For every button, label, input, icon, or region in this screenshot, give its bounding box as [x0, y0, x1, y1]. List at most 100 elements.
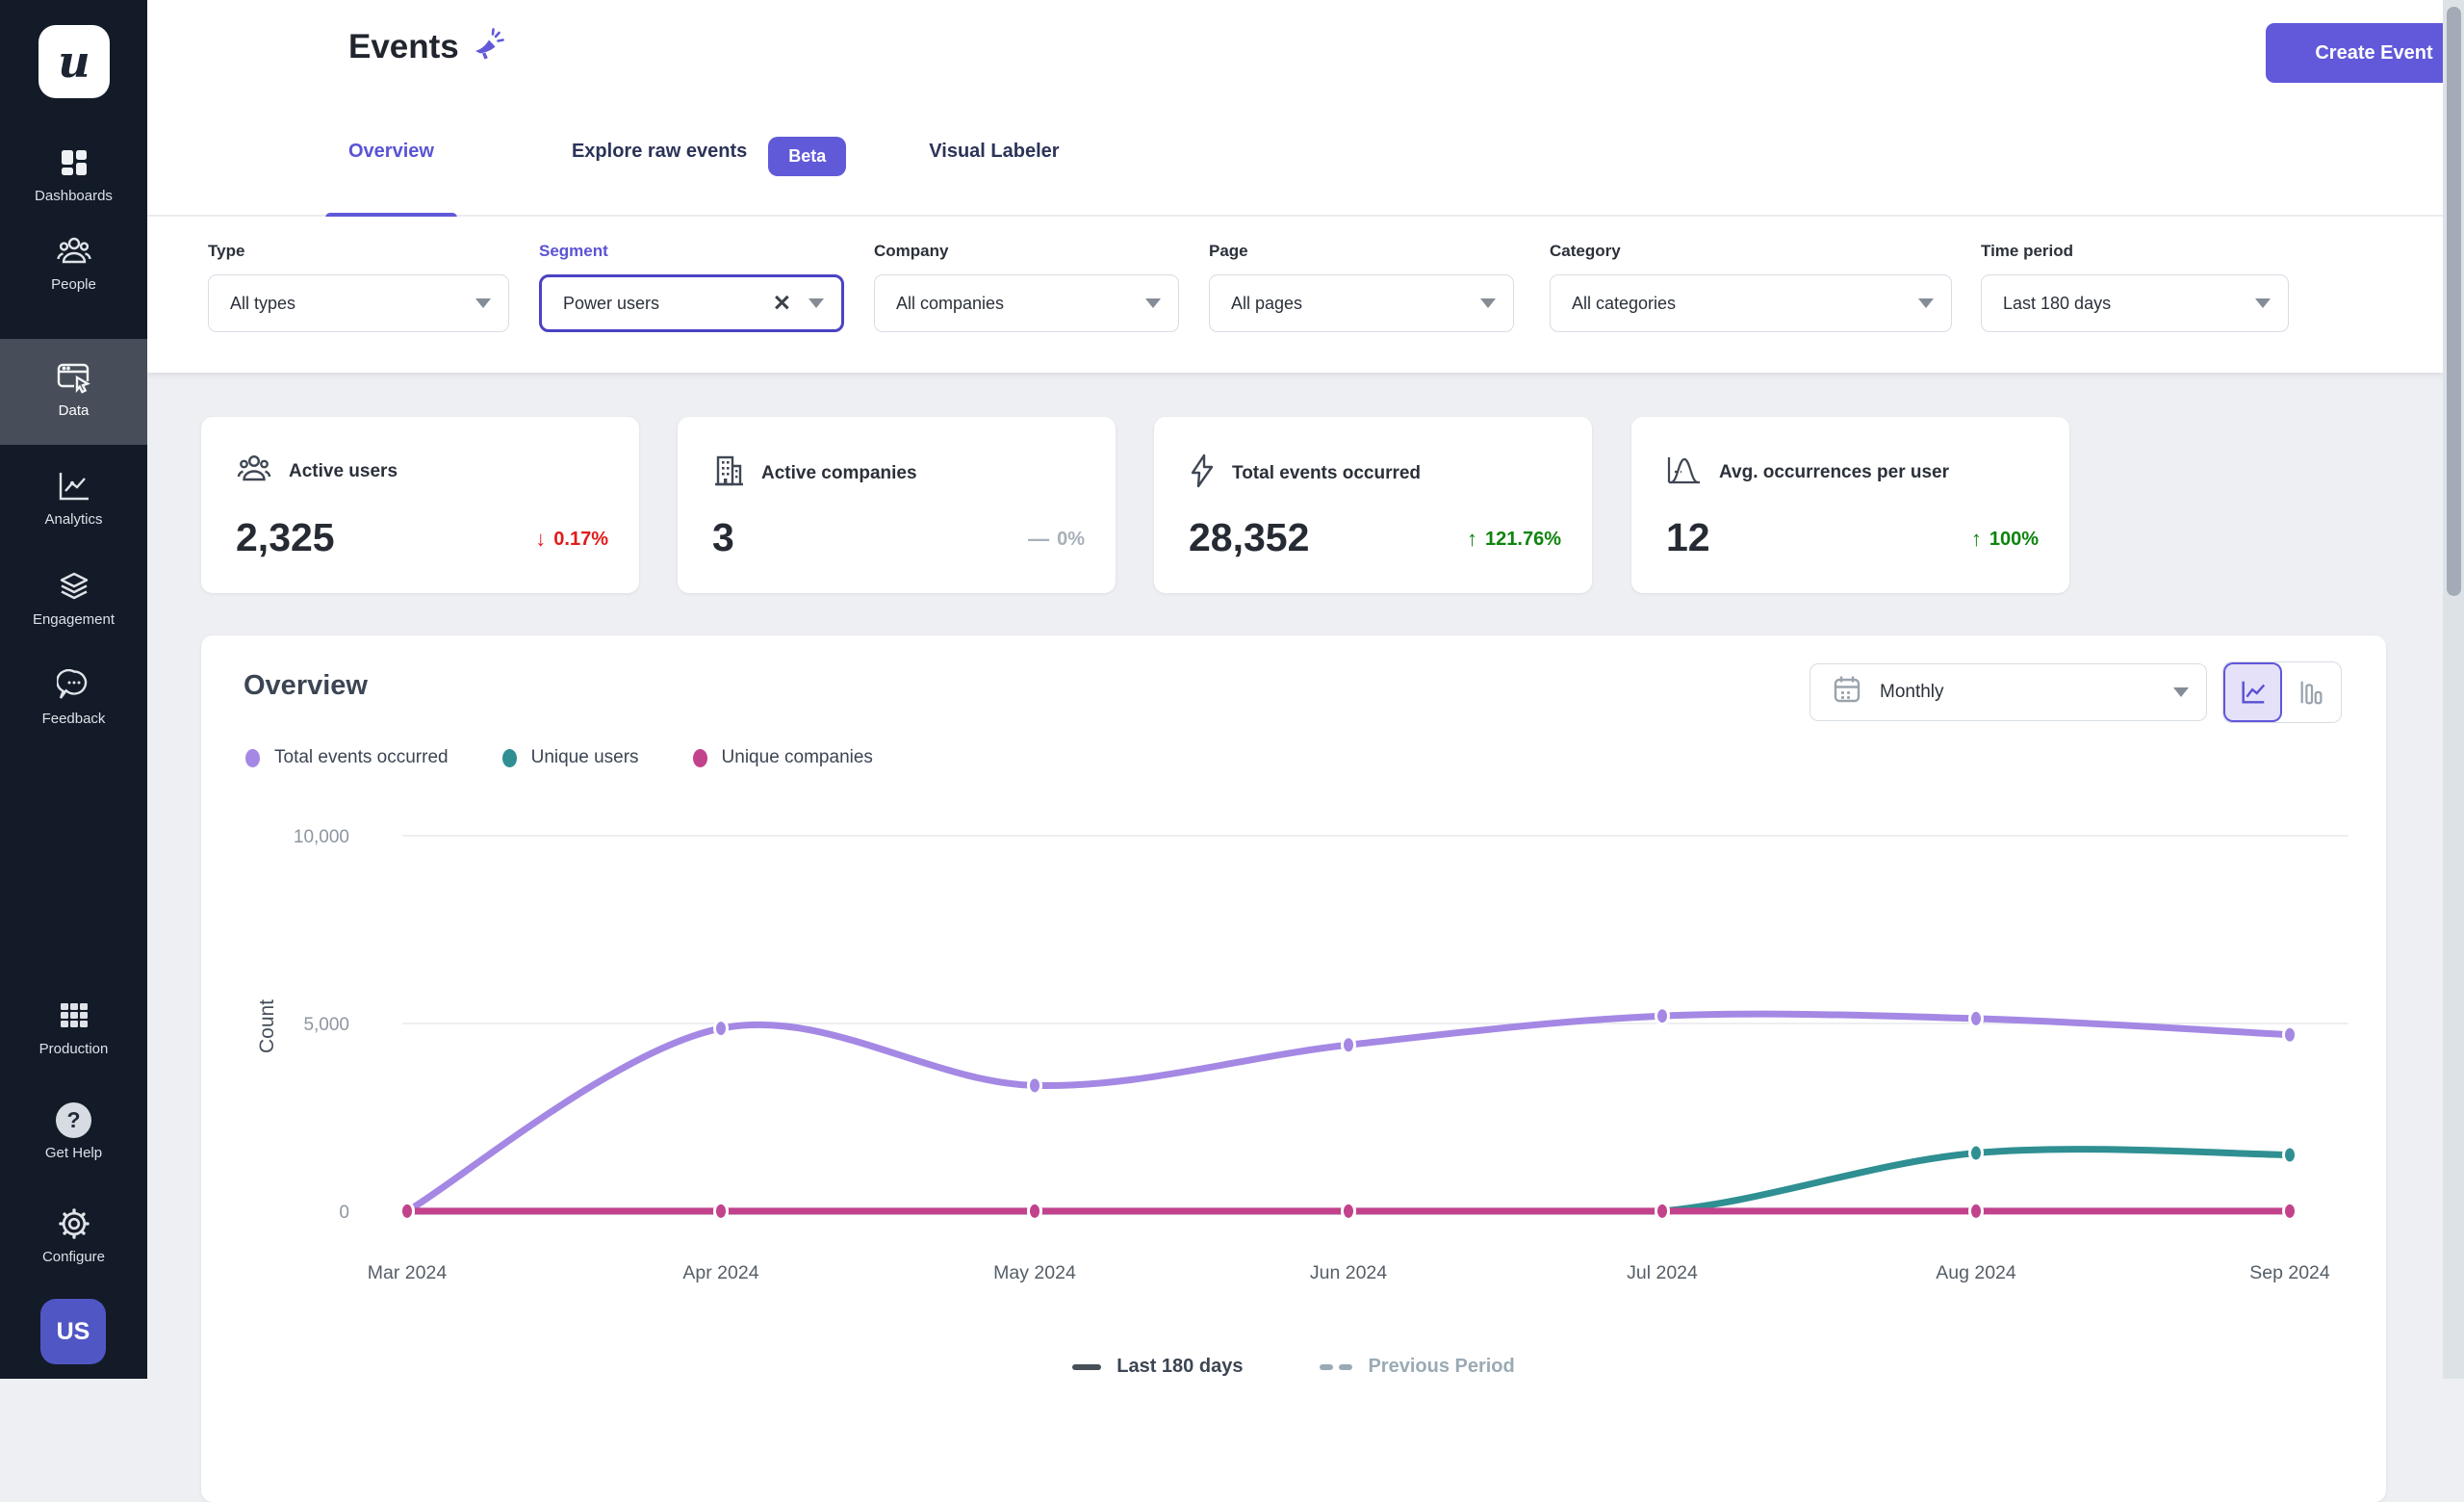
stat-label: Avg. occurrences per user: [1719, 461, 1950, 482]
filter-company: Company All companies: [874, 242, 1179, 332]
stat-card-active-companies: Active companies 3 — 0%: [678, 417, 1116, 593]
legend-previous-period[interactable]: Previous Period: [1320, 1356, 1515, 1378]
stat-delta: ↑ 100%: [1970, 527, 2039, 551]
filter-label: Segment: [539, 242, 608, 260]
sidebar-item-engagement[interactable]: Engagement: [0, 568, 147, 628]
svg-text:Jul 2024: Jul 2024: [1627, 1262, 1698, 1283]
svg-text:Apr 2024: Apr 2024: [682, 1262, 758, 1283]
scrollbar-track[interactable]: [2443, 0, 2464, 1379]
legend-dot-teal: [501, 748, 517, 767]
time-period-select[interactable]: Last 180 days: [1981, 274, 2289, 332]
bolt-icon: [1189, 453, 1216, 493]
tab-visual-labeler[interactable]: Visual Labeler: [929, 141, 1060, 162]
page-select[interactable]: All pages: [1209, 274, 1514, 332]
svg-text:Aug 2024: Aug 2024: [1936, 1262, 2016, 1283]
legend-current-period: Last 180 days: [1072, 1356, 1243, 1378]
stat-value: 12: [1666, 515, 1710, 559]
clear-segment-icon[interactable]: ✕: [772, 290, 791, 316]
arrow-up-icon: ↑: [1970, 527, 1982, 551]
chart-legend: Total events occurred Unique users Uniqu…: [245, 747, 873, 768]
legend-dot-purple: [245, 748, 260, 767]
sidebar-item-configure[interactable]: Configure: [0, 1205, 147, 1265]
company-select[interactable]: All companies: [874, 274, 1179, 332]
engagement-icon: [57, 568, 91, 605]
filter-label: Time period: [1981, 242, 2074, 260]
chart-section-title: Overview: [244, 670, 368, 701]
filter-bar: Type All types Segment Power users ✕ Com…: [147, 217, 2443, 373]
legend-item-unique-companies: Unique companies: [692, 747, 873, 768]
svg-text:Count: Count: [256, 999, 278, 1053]
data-icon: [56, 359, 92, 396]
sidebar-active-highlight: [0, 339, 147, 445]
arrow-up-icon: ↑: [1467, 527, 1478, 551]
sidebar-item-feedback[interactable]: Feedback: [0, 667, 147, 727]
filter-category: Category All categories: [1550, 242, 1952, 332]
tab-explore-raw-events[interactable]: Explore raw events: [571, 141, 748, 162]
building-icon: [712, 453, 745, 493]
sidebar-item-data[interactable]: Data: [0, 359, 147, 419]
stat-value: 2,325: [236, 515, 335, 559]
type-select[interactable]: All types: [208, 274, 509, 332]
megaphone-icon: [473, 27, 505, 66]
calendar-icon: [1832, 674, 1862, 711]
stat-delta: — 0%: [1028, 527, 1085, 551]
filter-time-period: Time period Last 180 days: [1981, 242, 2289, 332]
sidebar-item-analytics[interactable]: Analytics: [0, 468, 147, 528]
stat-delta: ↓ 0.17%: [535, 527, 608, 551]
overview-line-chart: 0 5,000 10,000 Count Mar 2024 Apr 2024 May 202…: [256, 827, 2348, 1283]
app-logo[interactable]: u: [38, 25, 110, 98]
svg-text:Sep 2024: Sep 2024: [2249, 1262, 2330, 1283]
granularity-select[interactable]: Monthly: [1810, 663, 2207, 721]
sidebar-item-dashboards[interactable]: Dashboards: [0, 144, 147, 204]
people-icon: [56, 233, 92, 270]
solid-line-sample: [1072, 1363, 1102, 1370]
sidebar-item-label: People: [51, 276, 96, 293]
chart-type-toggle: [2222, 661, 2342, 723]
help-icon: ?: [56, 1101, 91, 1138]
caret-down-icon: [808, 298, 824, 308]
analytics-icon: [57, 468, 91, 505]
svg-text:0: 0: [339, 1203, 349, 1223]
caret-down-icon: [2173, 687, 2189, 697]
caret-down-icon: [1918, 298, 1934, 308]
production-icon: [58, 997, 90, 1034]
caret-down-icon: [1480, 298, 1496, 308]
legend-item-unique-users: Unique users: [501, 747, 639, 768]
tab-bar: Overview Explore raw events Beta Visual …: [325, 137, 1060, 222]
users-icon: [236, 453, 272, 489]
legend-item-total-events: Total events occurred: [245, 747, 449, 768]
legend-dot-pink: [692, 748, 707, 767]
sidebar-item-label: Data: [58, 402, 90, 419]
scrollbar-thumb[interactable]: [2447, 7, 2461, 596]
filter-label: Company: [874, 242, 949, 260]
svg-text:5,000: 5,000: [303, 1015, 349, 1035]
filter-page: Page All pages: [1209, 242, 1514, 332]
sidebar-item-label: Configure: [41, 1249, 106, 1265]
svg-text:Jun 2024: Jun 2024: [1310, 1262, 1387, 1283]
caret-down-icon: [2255, 298, 2271, 308]
app-logo-letter: u: [58, 36, 90, 88]
filter-label: Page: [1209, 242, 1248, 260]
stat-value: 28,352: [1189, 515, 1310, 559]
arrow-down-icon: ↓: [535, 527, 547, 551]
sidebar-item-label: Production: [38, 1041, 109, 1057]
line-chart-toggle[interactable]: [2223, 662, 2282, 722]
stat-card-total-events: Total events occurred 28,352 ↑ 121.76%: [1154, 417, 1592, 593]
sidebar-item-people[interactable]: People: [0, 233, 147, 293]
stat-card-avg-occurrences: Avg. occurrences per user 12 ↑ 100%: [1631, 417, 2069, 593]
sidebar-item-get-help[interactable]: ? Get Help: [0, 1101, 147, 1161]
sidebar-item-label: Feedback: [41, 711, 106, 727]
sidebar-item-production[interactable]: Production: [0, 997, 147, 1057]
stat-label: Active users: [289, 460, 398, 481]
filter-label: Type: [208, 242, 245, 260]
feedback-icon: [56, 667, 91, 704]
create-event-button[interactable]: Create Event: [2266, 23, 2464, 83]
bar-chart-toggle[interactable]: [2282, 662, 2341, 722]
segment-select[interactable]: Power users ✕: [539, 274, 844, 332]
user-avatar[interactable]: US: [40, 1299, 106, 1364]
filter-label: Category: [1550, 242, 1621, 260]
page-header: Events Create Event Overview Explore raw…: [147, 0, 2464, 222]
category-select[interactable]: All categories: [1550, 274, 1952, 332]
tab-overview[interactable]: Overview: [325, 141, 457, 222]
dashed-line-sample: [1320, 1363, 1353, 1370]
